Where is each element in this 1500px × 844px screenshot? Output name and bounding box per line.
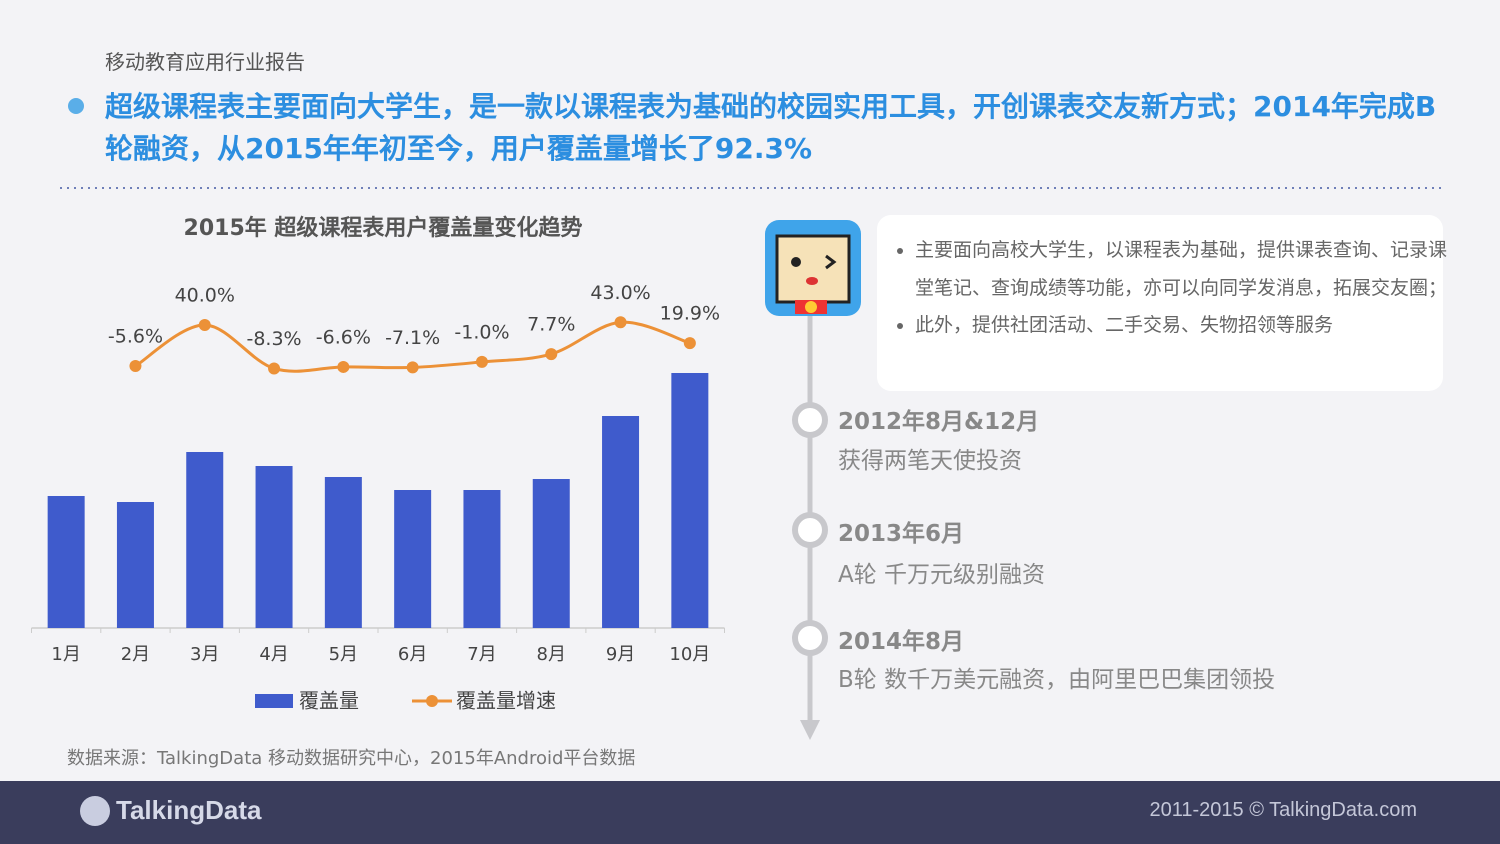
line-point [614, 316, 627, 329]
bar [255, 466, 293, 628]
data-label: -7.1% [385, 327, 440, 349]
data-label: -8.3% [246, 328, 301, 350]
app-icon [765, 220, 861, 316]
data-label: 40.0% [175, 285, 235, 307]
bar [324, 477, 362, 628]
bullet [68, 98, 84, 114]
x-tick-label: 5月 [329, 644, 358, 665]
data-label: 43.0% [590, 282, 650, 304]
line-point [683, 337, 696, 350]
source: 数据来源：TalkingData 移动数据研究中心，2015年Android平台… [67, 748, 636, 769]
x-tick-label: 2月 [121, 644, 150, 665]
bar [394, 490, 432, 628]
data-label: -1.0% [454, 321, 509, 343]
timeline-date: 2014年8月 [838, 629, 965, 655]
bar [532, 479, 570, 628]
bubble-item: 主要面向高校大学生，以课程表为基础，提供课表查询、记录课堂笔记、查询成绩等功能，… [915, 232, 1460, 307]
chart-title: 2015年 超级课程表用户覆盖量变化趋势 [184, 215, 583, 241]
bubble-item: 此外，提供社团活动、二手交易、失物招领等服务 [915, 307, 1460, 345]
bubble-box [877, 215, 1443, 391]
timeline-date: 2012年8月&12月 [838, 409, 1040, 435]
x-tick-label: 3月 [190, 644, 219, 665]
x-tick-label: 10月 [669, 644, 710, 665]
x-tick-label: 1月 [51, 644, 80, 665]
x-tick-label: 7月 [467, 644, 496, 665]
line-point [268, 362, 281, 375]
line-point [129, 360, 142, 373]
timeline-dot [792, 512, 828, 548]
timeline-dot [792, 402, 828, 438]
timeline-event: 获得两笔天使投资 [838, 448, 1022, 474]
line-point [545, 348, 558, 361]
x-tick-label: 6月 [398, 644, 427, 665]
headline: 超级课程表主要面向大学生，是一款以课程表为基础的校园实用工具，开创课表交友新方式… [105, 90, 1437, 165]
data-label: 19.9% [660, 303, 720, 325]
bar [602, 416, 640, 628]
bar [671, 373, 709, 628]
data-label: -6.6% [316, 326, 371, 348]
bar [47, 496, 85, 628]
timeline-event: B轮 数千万美元融资，由阿里巴巴集团领投 [838, 667, 1276, 693]
data-label: 7.7% [527, 314, 575, 336]
timeline-date: 2013年6月 [838, 521, 965, 547]
legend-label: 覆盖量增速 [456, 689, 556, 713]
legend-dot [426, 695, 438, 707]
line-point [406, 361, 419, 374]
timeline-dot [792, 620, 828, 656]
x-tick-label: 4月 [259, 644, 288, 665]
timeline-event: A轮 千万元级别融资 [838, 562, 1046, 588]
timeline-arrow [800, 720, 820, 740]
bar [186, 452, 224, 628]
footer-bar [0, 781, 1500, 844]
line-point [337, 360, 350, 373]
bar [463, 490, 501, 628]
line-point [475, 355, 488, 368]
legend-swatch [255, 694, 293, 708]
copyright: 2011-2015 © TalkingData.com [1149, 799, 1418, 821]
report-title: 移动教育应用行业报告 [105, 50, 305, 74]
x-tick-label: 9月 [606, 644, 635, 665]
line-point [198, 319, 211, 331]
logo-text: TalkingData [116, 795, 262, 825]
legend-label: 覆盖量 [299, 689, 359, 713]
logo-icon [80, 796, 110, 826]
bubble-list: 主要面向高校大学生，以课程表为基础，提供课表查询、记录课堂笔记、查询成绩等功能，… [885, 232, 1460, 345]
bar [116, 502, 154, 628]
x-tick-label: 8月 [537, 644, 566, 665]
data-label: -5.6% [108, 326, 163, 348]
